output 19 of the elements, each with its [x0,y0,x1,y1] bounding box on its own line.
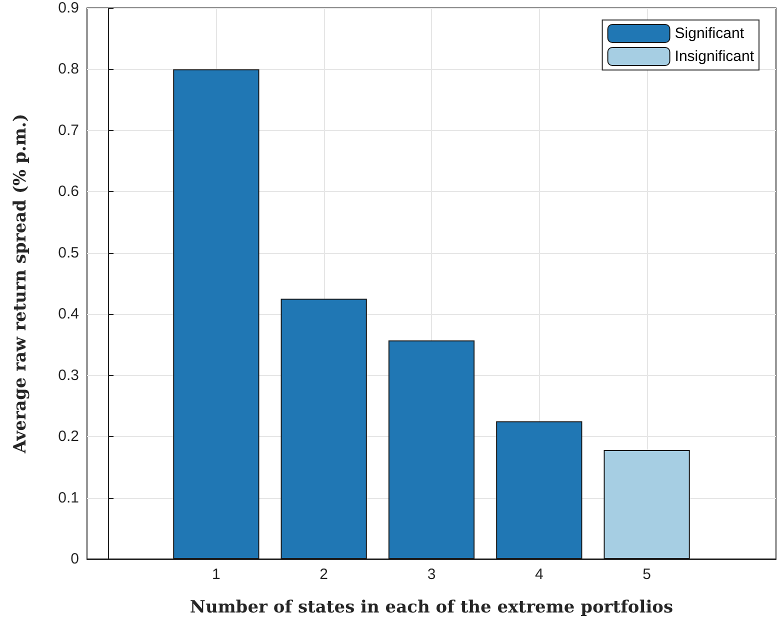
x-tick-label: 1 [212,566,220,583]
y-tick-label: 0.7 [58,122,79,139]
y-axis-title: Average raw return spread (% p.m.) [10,114,30,454]
x-tick-label: 3 [427,566,436,583]
legend-label: Insignificant [674,48,755,65]
y-tick-label: 0.3 [58,366,79,384]
y-tick-label: 0.2 [58,428,79,446]
x-tick-label: 5 [642,566,651,583]
x-tick-label: 2 [320,566,328,583]
y-tick-label: 0.6 [58,183,79,200]
x-axis-title: Number of states in each of the extreme portfolios [190,598,674,618]
y-tick-label: 0.1 [58,489,79,506]
y-tick-label: 0.9 [58,0,79,16]
x-tick-label: 4 [534,566,544,583]
legend-label: Significant [674,25,745,42]
y-tick-label: 0.5 [58,244,79,262]
y-tick-label: 0.4 [58,306,79,323]
y-tick-label: 0.8 [58,60,79,78]
y-tick-label: 0 [70,550,79,568]
